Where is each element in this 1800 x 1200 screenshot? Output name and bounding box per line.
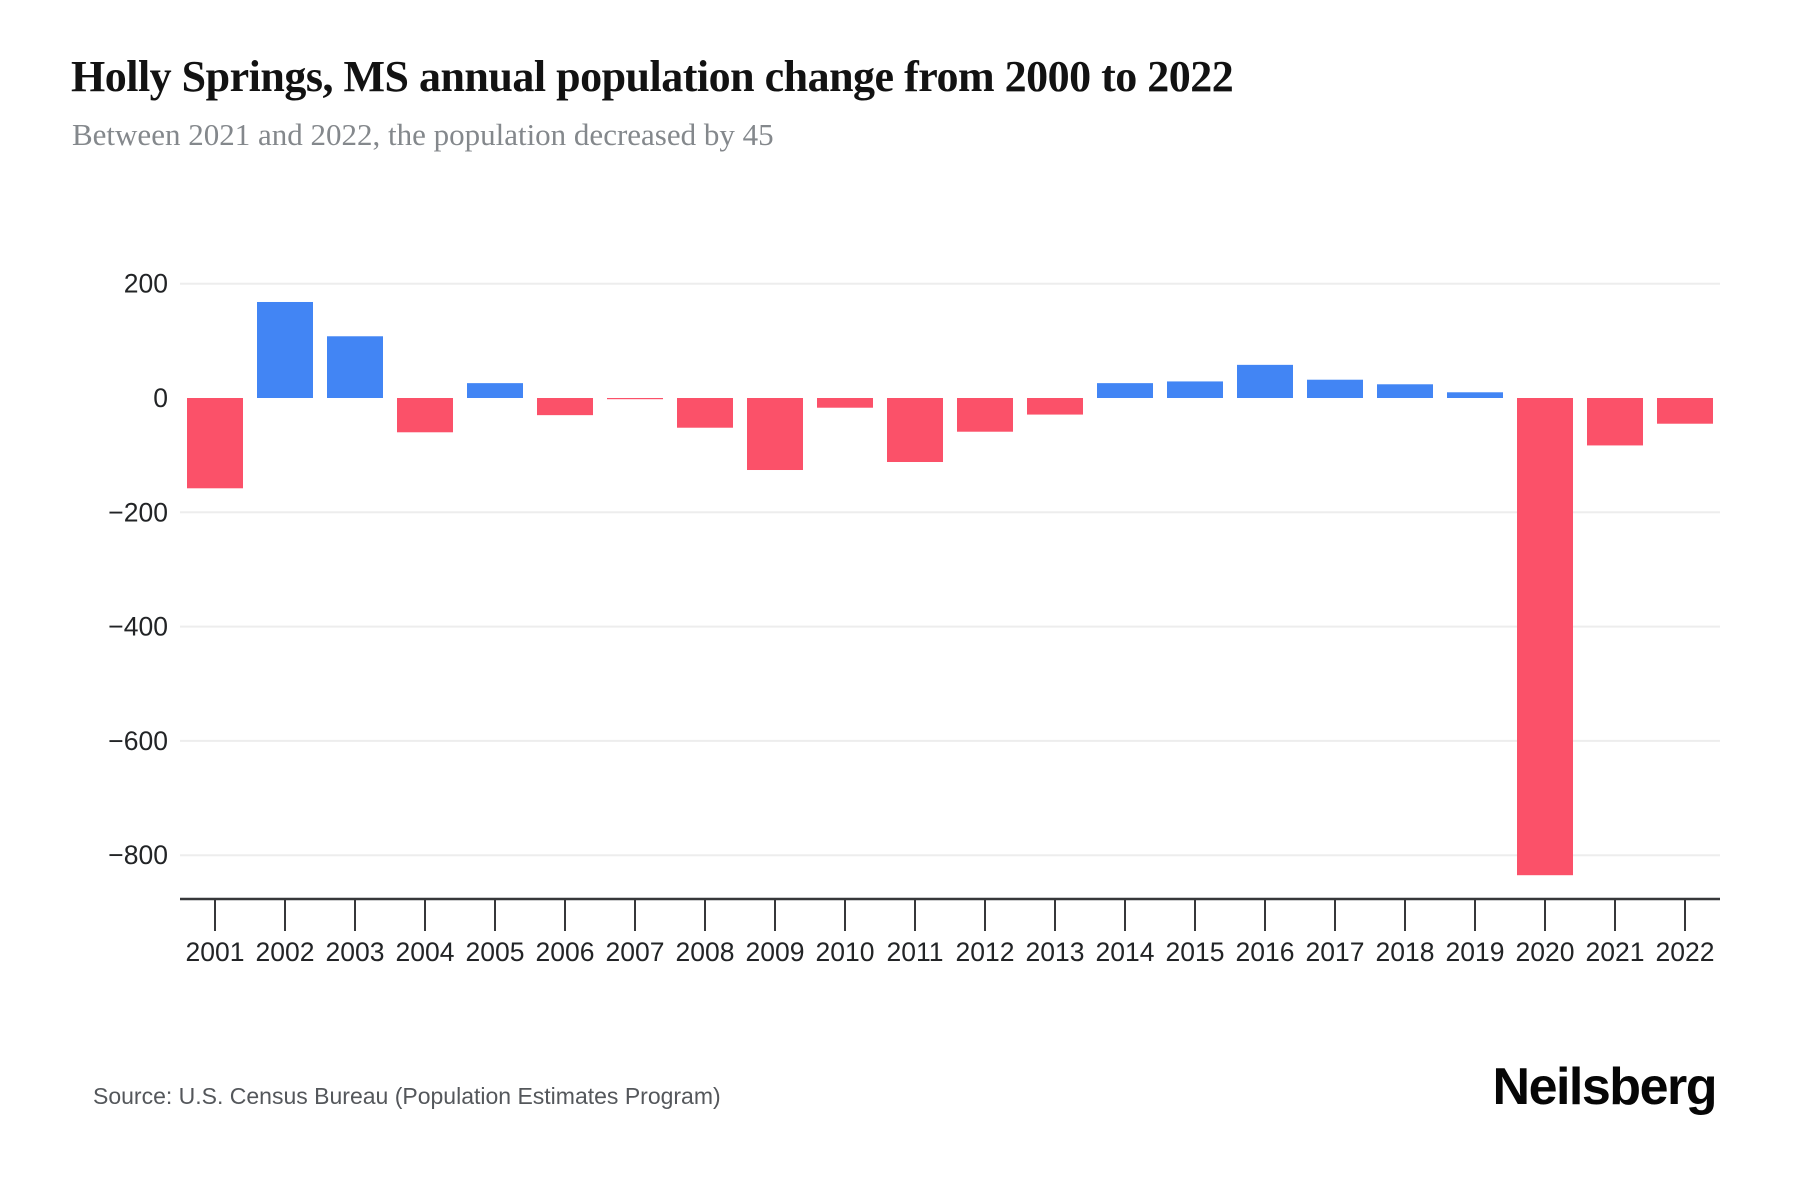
bar-2012 <box>957 398 1013 432</box>
x-axis-label-2017: 2017 <box>1306 937 1365 967</box>
x-axis-label-2014: 2014 <box>1096 937 1155 967</box>
bar-2008 <box>677 398 733 428</box>
x-axis-label-2010: 2010 <box>816 937 875 967</box>
x-axis-label-2018: 2018 <box>1376 937 1435 967</box>
x-axis-label-2012: 2012 <box>956 937 1015 967</box>
bar-2010 <box>817 398 873 408</box>
bar-2019 <box>1447 392 1503 398</box>
x-axis-label-2021: 2021 <box>1586 937 1645 967</box>
x-axis-label-2013: 2013 <box>1026 937 1085 967</box>
x-axis-label-2009: 2009 <box>746 937 805 967</box>
x-axis-label-2015: 2015 <box>1166 937 1225 967</box>
x-axis-label-2016: 2016 <box>1236 937 1295 967</box>
bar-2020 <box>1517 398 1573 876</box>
x-axis-label-2006: 2006 <box>536 937 595 967</box>
bar-2003 <box>327 336 383 398</box>
bar-2004 <box>397 398 453 433</box>
y-axis-label--400: −400 <box>108 612 168 642</box>
x-axis-label-2004: 2004 <box>396 937 455 967</box>
bar-2015 <box>1167 381 1223 398</box>
bar-2017 <box>1307 379 1363 398</box>
bar-2006 <box>537 398 593 416</box>
page-title: Holly Springs, MS annual population chan… <box>71 52 1234 101</box>
bar-2001 <box>187 398 243 489</box>
y-axis-label--800: −800 <box>108 840 168 870</box>
y-axis-label--200: −200 <box>108 497 168 527</box>
bar-2002 <box>257 301 313 398</box>
x-axis-label-2019: 2019 <box>1446 937 1505 967</box>
x-axis-label-2005: 2005 <box>466 937 525 967</box>
bar-2016 <box>1237 364 1293 398</box>
x-axis-label-2001: 2001 <box>186 937 245 967</box>
x-axis-label-2011: 2011 <box>887 937 944 967</box>
x-axis-label-2007: 2007 <box>606 937 665 967</box>
bar-2007 <box>607 398 663 400</box>
bar-2009 <box>747 398 803 471</box>
bar-2005 <box>467 383 523 398</box>
y-axis-label--600: −600 <box>108 726 168 756</box>
page-subtitle: Between 2021 and 2022, the population de… <box>72 117 774 152</box>
bar-2013 <box>1027 398 1083 415</box>
bar-2018 <box>1377 384 1433 398</box>
bar-2011 <box>887 398 943 463</box>
bar-2022 <box>1657 398 1713 424</box>
x-axis-label-2003: 2003 <box>326 937 385 967</box>
neilsberg-logo: Neilsberg <box>1492 1058 1718 1116</box>
bar-2021 <box>1587 398 1643 446</box>
x-axis-label-2022: 2022 <box>1656 937 1715 967</box>
x-axis-label-2002: 2002 <box>256 937 315 967</box>
x-axis-label-2008: 2008 <box>676 937 735 967</box>
y-axis-label-0: 0 <box>153 383 168 413</box>
y-axis-label-200: 200 <box>124 269 168 299</box>
x-axis-label-2020: 2020 <box>1516 937 1575 967</box>
source-attribution: Source: U.S. Census Bureau (Population E… <box>93 1083 721 1109</box>
bar-2014 <box>1097 383 1153 398</box>
